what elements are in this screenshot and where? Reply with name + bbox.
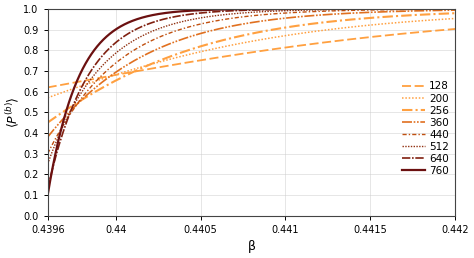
360 — [45, 135, 51, 139]
200 — [45, 96, 51, 99]
760 — [453, 7, 458, 10]
128 — [441, 28, 447, 31]
256 — [66, 107, 72, 110]
200 — [366, 24, 372, 27]
360 — [232, 24, 238, 27]
200 — [440, 18, 446, 21]
512 — [453, 7, 458, 11]
440 — [366, 9, 372, 12]
200 — [243, 41, 249, 44]
512 — [66, 114, 72, 117]
128 — [45, 86, 51, 89]
200 — [232, 43, 238, 46]
640 — [453, 7, 458, 10]
128 — [440, 28, 446, 31]
440 — [440, 8, 446, 11]
Line: 640: 640 — [48, 9, 456, 189]
200 — [453, 17, 458, 20]
440 — [243, 15, 249, 18]
440 — [453, 8, 458, 11]
512 — [366, 8, 372, 11]
Legend: 128, 200, 256, 360, 440, 512, 640, 760: 128, 200, 256, 360, 440, 512, 640, 760 — [398, 77, 453, 180]
640 — [243, 9, 249, 12]
Line: 256: 256 — [48, 13, 456, 123]
760 — [66, 102, 72, 105]
760 — [440, 7, 446, 10]
360 — [440, 9, 446, 12]
440 — [232, 16, 238, 19]
Line: 440: 440 — [48, 9, 456, 154]
Y-axis label: $\langle P^{(b)}\rangle$: $\langle P^{(b)}\rangle$ — [5, 96, 22, 128]
128 — [366, 36, 372, 39]
Line: 760: 760 — [48, 9, 456, 195]
640 — [232, 9, 238, 12]
760 — [232, 8, 238, 11]
256 — [453, 12, 458, 15]
360 — [243, 22, 249, 25]
760 — [45, 193, 51, 196]
760 — [243, 8, 249, 11]
128 — [453, 27, 458, 30]
Line: 512: 512 — [48, 9, 456, 164]
256 — [366, 17, 372, 20]
360 — [441, 9, 447, 12]
256 — [45, 121, 51, 124]
128 — [66, 82, 72, 85]
640 — [441, 7, 447, 10]
X-axis label: β: β — [247, 240, 255, 253]
Line: 128: 128 — [48, 29, 456, 87]
200 — [66, 89, 72, 92]
360 — [366, 11, 372, 14]
512 — [441, 7, 447, 11]
256 — [243, 33, 249, 36]
128 — [243, 52, 249, 55]
360 — [66, 111, 72, 115]
512 — [45, 162, 51, 165]
128 — [232, 53, 238, 57]
440 — [66, 115, 72, 118]
256 — [441, 12, 447, 15]
512 — [232, 12, 238, 15]
512 — [243, 11, 249, 14]
440 — [45, 152, 51, 155]
512 — [440, 7, 446, 11]
640 — [45, 187, 51, 190]
440 — [441, 8, 447, 11]
760 — [441, 7, 447, 10]
Line: 200: 200 — [48, 19, 456, 98]
640 — [66, 115, 72, 118]
256 — [232, 36, 238, 39]
256 — [440, 12, 446, 15]
360 — [453, 9, 458, 12]
760 — [366, 7, 372, 10]
640 — [440, 7, 446, 10]
Line: 360: 360 — [48, 10, 456, 137]
200 — [441, 18, 447, 21]
640 — [366, 7, 372, 11]
